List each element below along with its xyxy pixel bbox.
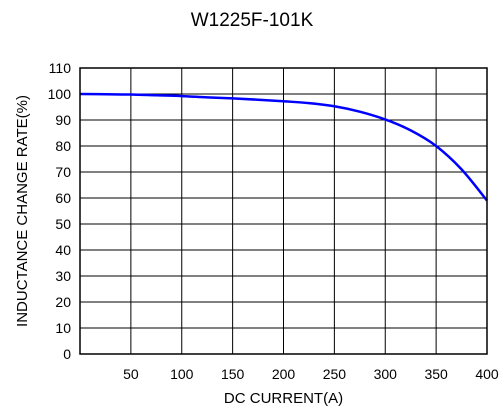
- y-tick-labels: 0 10 20 30 40 50 60 70 80 90 100 110: [48, 60, 72, 362]
- y-tick-label: 100: [48, 86, 72, 102]
- x-tick-label: 400: [475, 366, 499, 382]
- y-tick-label: 80: [55, 138, 71, 154]
- x-tick-label: 50: [123, 366, 139, 382]
- y-tick-label: 10: [55, 320, 71, 336]
- series-line: [79, 92, 488, 202]
- y-tick-label: 20: [55, 294, 71, 310]
- x-tick-label: 100: [170, 366, 194, 382]
- plot-frame: [79, 67, 488, 355]
- y-tick-label: 50: [55, 216, 71, 232]
- y-axis-label: INDUCTANCE CHANGE RATE(%): [14, 95, 31, 327]
- x-tick-label: 150: [221, 366, 245, 382]
- y-tick-label: 70: [55, 164, 71, 180]
- x-tick-labels: 50 100 150 200 250 300 350 400: [123, 366, 499, 382]
- x-tick-label: 300: [374, 366, 398, 382]
- y-tick-label: 110: [49, 60, 72, 76]
- grid: [80, 67, 488, 355]
- y-tick-label: 40: [55, 242, 71, 258]
- x-tick-label: 200: [272, 366, 296, 382]
- y-tick-label: 0: [63, 346, 71, 362]
- x-tick-label: 350: [424, 366, 448, 382]
- x-axis-label: DC CURRENT(A): [224, 390, 343, 407]
- y-tick-label: 90: [55, 112, 71, 128]
- x-tick-label: 250: [323, 366, 347, 382]
- series-lines: [79, 92, 488, 202]
- chart-title: W1225F-101K: [190, 10, 314, 31]
- y-tick-label: 60: [55, 190, 71, 206]
- y-tick-label: 30: [55, 268, 71, 284]
